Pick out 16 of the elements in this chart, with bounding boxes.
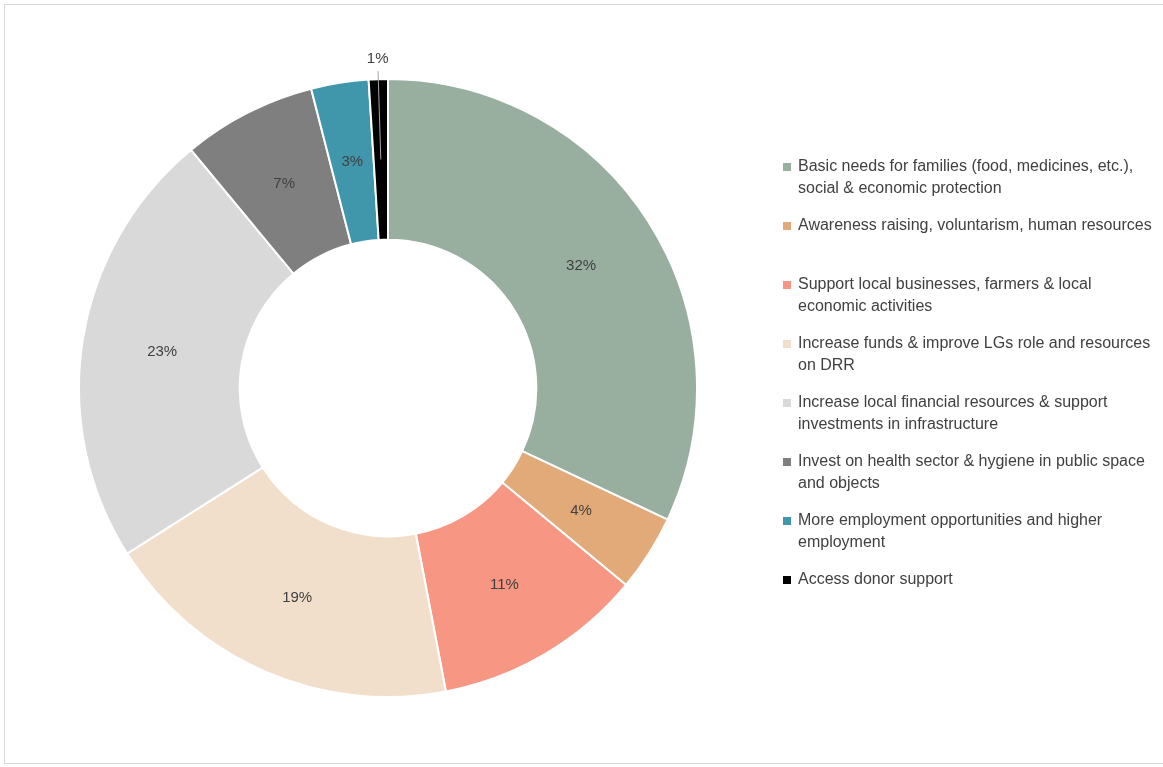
legend-label: Access donor support [798,570,953,587]
legend-label: Increase funds & improve LGs role and resources on DRR [798,334,1151,373]
data-label: 23% [147,342,178,360]
legend-label: More employment opportunities and higher employment [798,511,1103,550]
data-label: 11% [489,574,519,592]
legend-label: Awareness raising, voluntarism, human resources [798,216,1152,233]
data-label: 4% [570,500,592,518]
data-label: 3% [341,152,364,170]
legend-label: Increase local financial resources & support investments in infrastructure [798,393,1108,432]
legend-label: Invest on health sector & hygiene in public space and objects [798,452,1145,491]
data-label: 19% [282,587,313,605]
legend-label: Basic needs for families (food, medicines, etc.), social & economic protection [798,157,1134,196]
data-label: 1% [366,49,389,67]
legend-label: Support local businesses, farmers & local economic activities [798,275,1092,314]
data-label: 32% [566,255,597,273]
data-label: 7% [273,174,296,192]
